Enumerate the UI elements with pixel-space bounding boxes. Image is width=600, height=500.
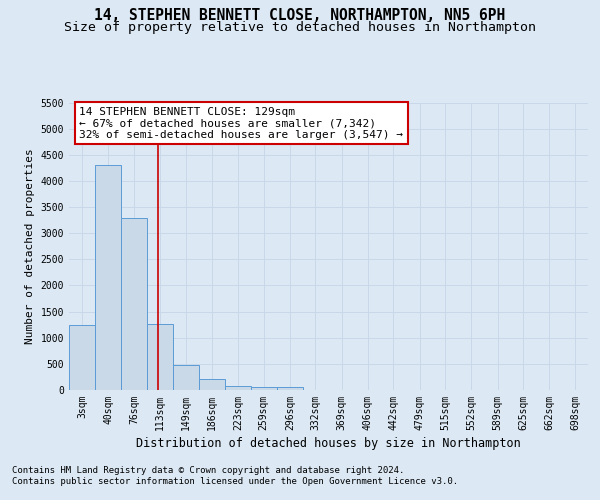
Text: Contains public sector information licensed under the Open Government Licence v3: Contains public sector information licen… <box>12 478 458 486</box>
Bar <box>277 387 303 390</box>
Text: Size of property relative to detached houses in Northampton: Size of property relative to detached ho… <box>64 21 536 34</box>
Y-axis label: Number of detached properties: Number of detached properties <box>25 148 35 344</box>
Bar <box>251 387 277 390</box>
Bar <box>95 165 121 390</box>
Text: Distribution of detached houses by size in Northampton: Distribution of detached houses by size … <box>136 438 521 450</box>
Bar <box>147 324 173 390</box>
Bar <box>173 365 199 390</box>
Text: 14 STEPHEN BENNETT CLOSE: 129sqm
← 67% of detached houses are smaller (7,342)
32: 14 STEPHEN BENNETT CLOSE: 129sqm ← 67% o… <box>79 107 403 140</box>
Bar <box>225 386 251 390</box>
Text: Contains HM Land Registry data © Crown copyright and database right 2024.: Contains HM Land Registry data © Crown c… <box>12 466 404 475</box>
Bar <box>199 378 225 390</box>
Bar <box>121 218 147 390</box>
Text: 14, STEPHEN BENNETT CLOSE, NORTHAMPTON, NN5 6PH: 14, STEPHEN BENNETT CLOSE, NORTHAMPTON, … <box>94 8 506 22</box>
Bar <box>69 324 95 390</box>
